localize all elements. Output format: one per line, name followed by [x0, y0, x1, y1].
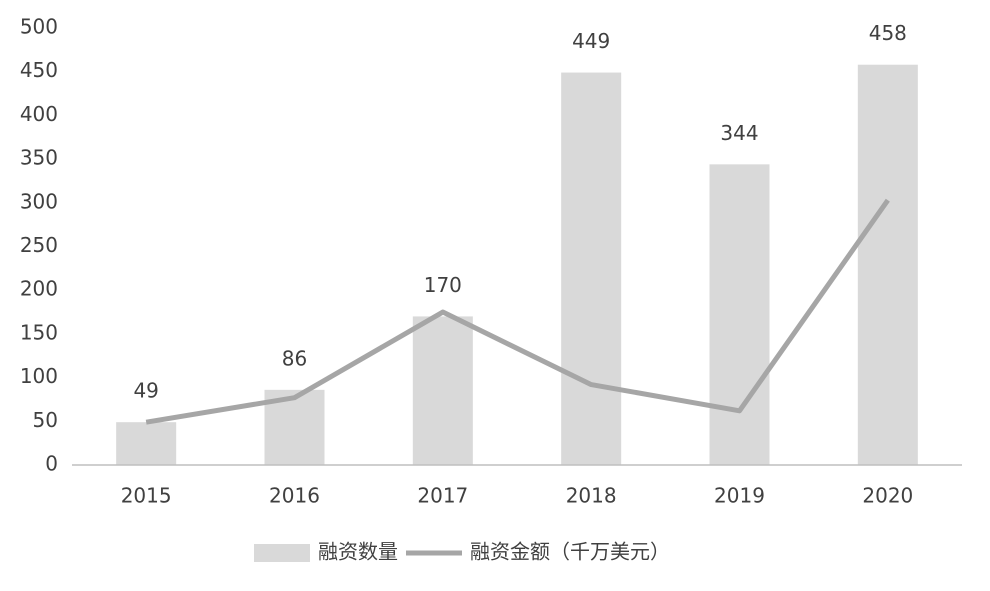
bar: [412, 316, 473, 465]
data-label: 458: [869, 21, 907, 45]
y-tick-label: 50: [33, 408, 58, 432]
legend-label: 融资金额（千万美元）: [470, 540, 670, 564]
y-tick-label: 150: [20, 320, 58, 344]
y-tick-label: 300: [20, 189, 58, 213]
data-label: 449: [572, 29, 610, 53]
bar: [857, 64, 918, 465]
y-tick-label: 100: [20, 364, 58, 388]
bar: [561, 72, 622, 465]
line: [145, 198, 890, 425]
bar: [709, 164, 770, 465]
y-tick-label: 450: [20, 58, 58, 82]
y-tick-label: 0: [45, 452, 58, 476]
x-tick-label: 2015: [121, 484, 172, 508]
x-tick-label: 2016: [269, 484, 320, 508]
y-tick-label: 250: [20, 233, 58, 257]
y-tick-label: 400: [20, 102, 58, 126]
data-label: 86: [282, 346, 307, 370]
legend-swatch: [254, 544, 310, 562]
x-tick-label: 2017: [417, 484, 468, 508]
x-tick-label: 2019: [714, 484, 765, 508]
legend-label: 融资数量: [318, 540, 398, 564]
y-tick-label: 200: [20, 277, 58, 301]
y-tick-label: 500: [20, 15, 58, 39]
x-tick-label: 2018: [566, 484, 617, 508]
bar: [116, 422, 177, 465]
y-tick-label: 350: [20, 146, 58, 170]
data-label: 344: [720, 121, 758, 145]
data-label: 49: [133, 379, 158, 403]
x-tick-label: 2020: [862, 484, 913, 508]
data-label: 170: [424, 273, 462, 297]
